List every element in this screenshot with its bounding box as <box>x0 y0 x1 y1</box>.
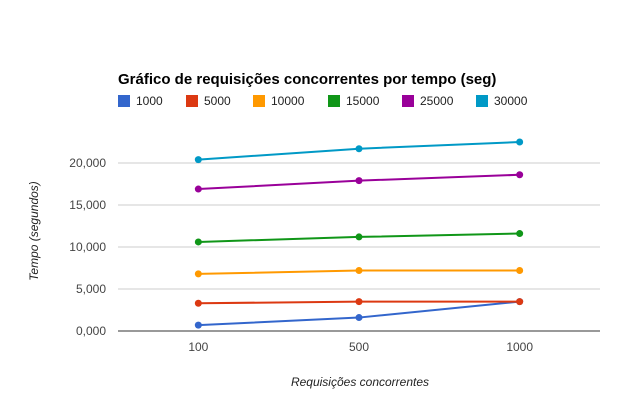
chart-title: Gráfico de requisições concorrentes por … <box>118 71 496 88</box>
data-point <box>194 299 202 307</box>
legend-label: 10000 <box>271 94 305 108</box>
data-point <box>355 145 363 153</box>
legend-swatch <box>118 95 130 107</box>
legend-label: 5000 <box>204 94 231 108</box>
y-tick-label: 0,000 <box>76 324 106 338</box>
data-point <box>516 230 524 238</box>
y-tick-label: 10,000 <box>69 240 106 254</box>
gridlines <box>118 162 600 332</box>
data-point <box>355 177 363 185</box>
legend-item: 25000 <box>402 94 454 108</box>
data-point <box>194 270 202 278</box>
legend-label: 15000 <box>346 94 380 108</box>
series-30000 <box>194 138 524 164</box>
y-tick-label: 15,000 <box>69 198 106 212</box>
legend-item: 10000 <box>253 94 305 108</box>
x-tick-label: 1000 <box>506 340 533 354</box>
legend-label: 30000 <box>494 94 528 108</box>
series-line <box>198 300 520 327</box>
x-tick-label: 500 <box>349 340 369 354</box>
legend-swatch <box>186 95 198 107</box>
y-axis-title: Tempo (segundos) <box>27 181 41 281</box>
data-point <box>355 267 363 275</box>
series-lines <box>194 138 524 329</box>
data-point <box>194 321 202 329</box>
legend-item: 30000 <box>476 94 528 108</box>
x-axis-title: Requisições concorrentes <box>291 375 429 389</box>
legend-item: 15000 <box>328 94 380 108</box>
data-point <box>194 156 202 164</box>
legend-swatch <box>328 95 340 107</box>
x-tick-label: 100 <box>188 340 208 354</box>
y-tick-label: 20,000 <box>69 156 106 170</box>
data-point <box>194 238 202 246</box>
data-point <box>355 298 363 306</box>
data-point <box>194 185 202 193</box>
data-point <box>516 138 524 146</box>
legend: 1000 5000 10000 15000 25000 30000 <box>118 94 528 108</box>
series-25000 <box>194 171 524 193</box>
legend-item: 5000 <box>186 94 231 108</box>
legend-label: 1000 <box>136 94 163 108</box>
y-tick-label: 5,000 <box>76 282 106 296</box>
legend-swatch <box>476 95 488 107</box>
series-5000 <box>194 298 524 307</box>
legend-swatch <box>253 95 265 107</box>
series-10000 <box>194 267 524 278</box>
x-axis-ticks: 100 500 1000 <box>188 340 533 354</box>
series-15000 <box>194 230 524 246</box>
legend-label: 25000 <box>420 94 454 108</box>
y-axis-ticks: 0,000 5,000 10,000 15,000 20,000 <box>69 156 106 338</box>
legend-swatch <box>402 95 414 107</box>
data-point <box>516 171 524 179</box>
legend-item: 1000 <box>118 94 163 108</box>
data-point <box>516 267 524 275</box>
data-point <box>516 298 524 306</box>
data-point <box>355 314 363 322</box>
data-point <box>355 233 363 241</box>
